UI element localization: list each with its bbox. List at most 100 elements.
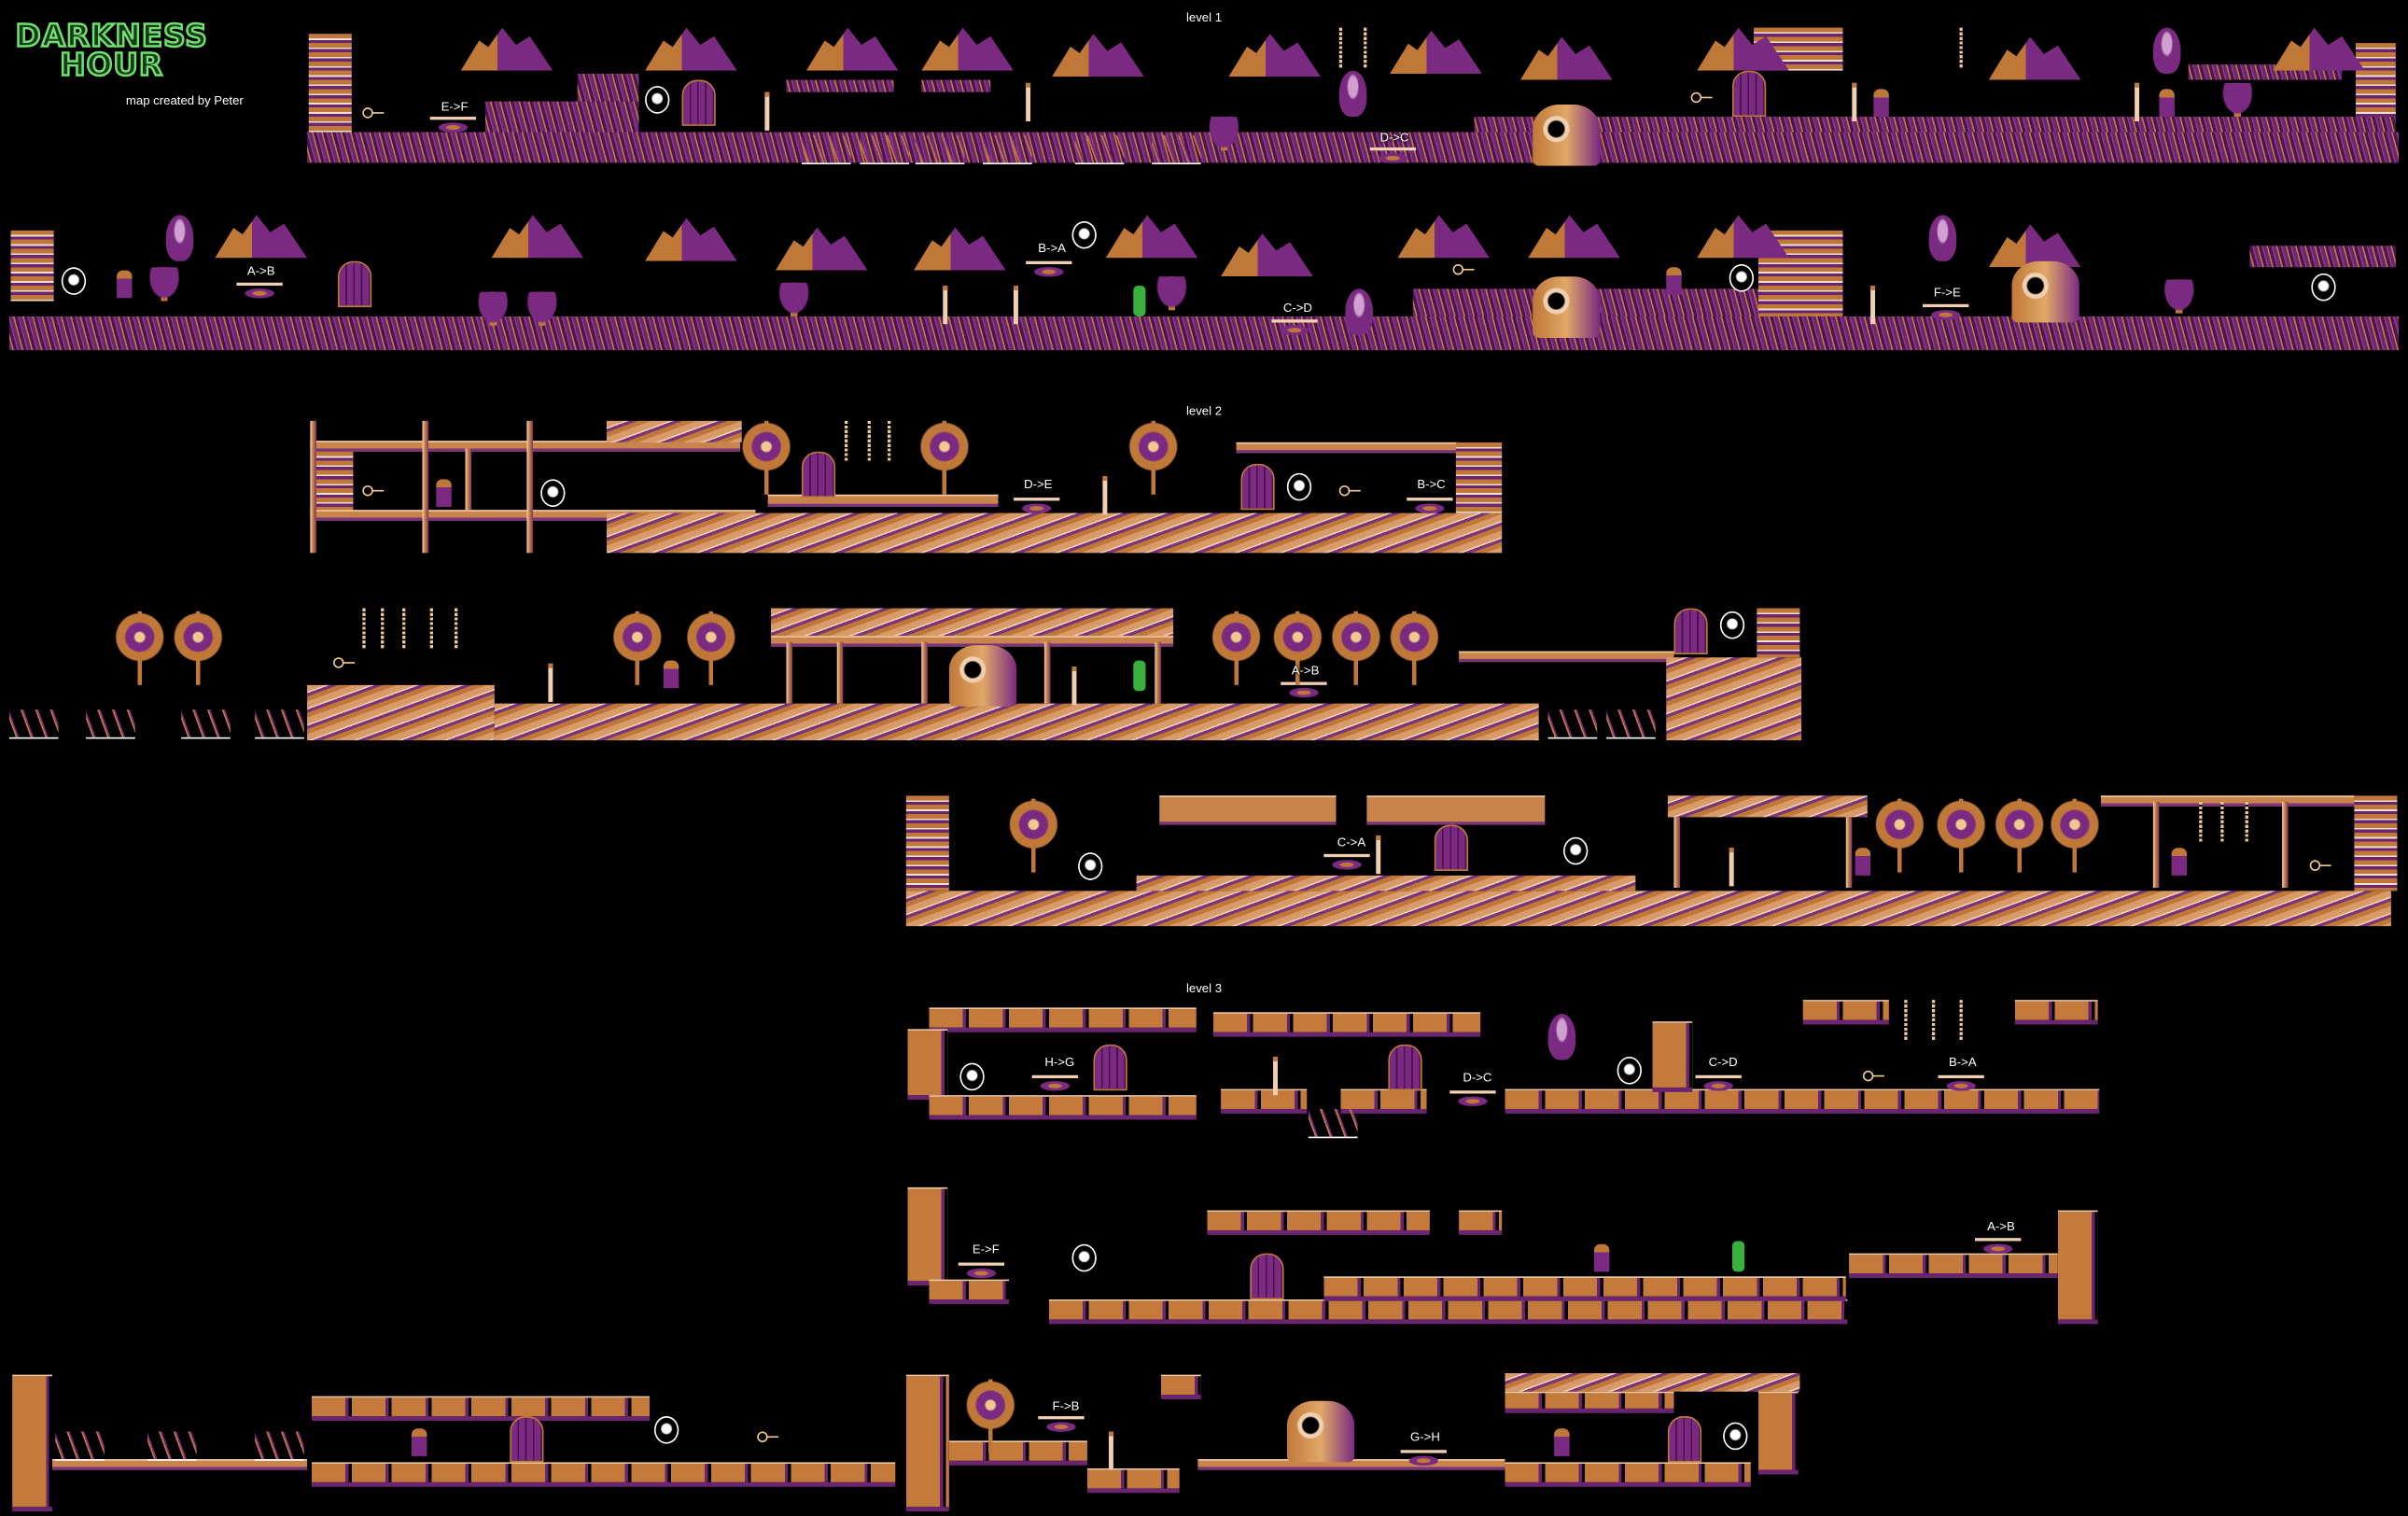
l3-block-row bbox=[1505, 1391, 1674, 1413]
teleport-label: D->E bbox=[1024, 477, 1053, 492]
stone-face-icon bbox=[2011, 260, 2079, 323]
hero-icon bbox=[1593, 1243, 1610, 1272]
mushroom-icon bbox=[777, 282, 811, 316]
chain-icon bbox=[1959, 27, 1963, 68]
teleport-icon bbox=[1695, 1074, 1742, 1094]
chain-icon bbox=[844, 420, 848, 461]
door-icon bbox=[681, 79, 716, 126]
l1-stone-stack bbox=[308, 34, 352, 133]
l1-ledge bbox=[1474, 117, 2396, 133]
thorn-bush-icon bbox=[55, 1431, 105, 1461]
skull-icon bbox=[1345, 288, 1373, 335]
l3-block-row bbox=[1086, 1468, 1180, 1494]
teleport-label: B->C bbox=[1417, 477, 1446, 492]
spiked-tree-icon bbox=[1271, 611, 1324, 685]
teleport-label: A->B bbox=[1987, 1219, 2015, 1234]
l2-post bbox=[1155, 641, 1161, 704]
teleport-label: E->F bbox=[972, 1242, 1000, 1256]
hero-icon bbox=[663, 660, 679, 689]
l3-block-row bbox=[1459, 1210, 1503, 1235]
mountain-icon bbox=[914, 227, 1006, 271]
mountain-icon bbox=[645, 218, 737, 261]
mountain-icon bbox=[645, 27, 737, 71]
teleport-label: D->C bbox=[1379, 130, 1409, 145]
chain-icon bbox=[1931, 1000, 1936, 1040]
torch-icon bbox=[548, 663, 553, 702]
mushroom-icon bbox=[2220, 82, 2255, 118]
l3-block-row bbox=[1849, 1253, 2065, 1278]
torch-icon bbox=[1729, 848, 1734, 887]
mountain-icon bbox=[1519, 36, 1613, 80]
l1-ground-row2 bbox=[8, 316, 2400, 351]
door-icon bbox=[1667, 1416, 1702, 1463]
mountain-icon bbox=[921, 27, 1014, 71]
teleport-icon bbox=[1938, 1074, 1984, 1094]
key-icon bbox=[757, 1431, 779, 1443]
l3-block-row bbox=[1505, 1088, 2100, 1114]
chain-icon bbox=[2199, 801, 2203, 842]
game-logo: DARKNESS HOUR bbox=[14, 19, 208, 81]
l2-post bbox=[422, 420, 429, 554]
l1-platform bbox=[2249, 246, 2396, 268]
chain-icon bbox=[2245, 801, 2248, 842]
logo-line-1: DARKNESS bbox=[14, 17, 208, 54]
hero-icon bbox=[436, 479, 452, 507]
ghoul-icon bbox=[1133, 286, 1146, 316]
l3-block-column bbox=[12, 1374, 52, 1512]
l2-wall bbox=[905, 795, 949, 891]
l2-stone-floor bbox=[494, 703, 1539, 741]
mushroom-icon bbox=[1207, 117, 1241, 151]
orb-icon bbox=[1719, 611, 1745, 639]
chain-icon bbox=[1364, 27, 1367, 68]
torch-icon bbox=[1108, 1431, 1113, 1470]
l1-hill bbox=[577, 73, 639, 102]
hero-icon bbox=[1855, 848, 1871, 876]
torch-icon bbox=[1870, 286, 1876, 325]
l2-stone-floor bbox=[905, 891, 2391, 927]
key-icon bbox=[362, 107, 385, 119]
mountain-icon bbox=[1528, 215, 1620, 259]
chain-icon bbox=[867, 420, 871, 461]
l3-block-row bbox=[312, 1396, 651, 1421]
door-icon bbox=[337, 260, 372, 308]
door-icon bbox=[1093, 1044, 1127, 1091]
thorn-bush-icon bbox=[86, 709, 135, 739]
l2-stone-floor bbox=[307, 684, 495, 741]
thorn-bush-icon bbox=[1606, 709, 1656, 739]
orb-icon bbox=[1723, 1422, 1748, 1451]
thorn-bush-icon bbox=[860, 134, 910, 165]
mushroom-icon bbox=[1155, 276, 1189, 311]
teleport-icon bbox=[1038, 1416, 1085, 1435]
torch-icon bbox=[2135, 82, 2140, 121]
skull-icon bbox=[1547, 1013, 1576, 1060]
teleport-label: E->F bbox=[441, 99, 469, 114]
orb-icon bbox=[1563, 836, 1589, 865]
teleport-icon bbox=[1031, 1074, 1079, 1094]
mountain-icon bbox=[1988, 36, 2081, 80]
orb-icon bbox=[653, 1416, 679, 1444]
l3-block-row bbox=[1207, 1210, 1430, 1235]
hero-icon bbox=[2171, 848, 2188, 876]
l2-post bbox=[465, 448, 472, 511]
l2-stone-block bbox=[1666, 657, 1802, 741]
spiked-tree-icon bbox=[172, 611, 225, 685]
l3-block-row bbox=[929, 1007, 1197, 1032]
spiked-tree-icon bbox=[113, 611, 166, 685]
chain-icon bbox=[429, 608, 434, 649]
l2-stone-ceiling bbox=[606, 420, 742, 442]
door-icon bbox=[801, 451, 836, 498]
mountain-icon bbox=[2273, 27, 2365, 71]
torch-icon bbox=[1013, 286, 1018, 325]
teleport-icon bbox=[1974, 1238, 2022, 1256]
mountain-icon bbox=[491, 215, 584, 259]
ghoul-icon bbox=[1133, 660, 1146, 692]
l3-block-row bbox=[929, 1279, 1010, 1304]
teleport-label: A->B bbox=[1291, 663, 1320, 678]
spiked-tree-icon bbox=[1388, 611, 1441, 685]
teleport-icon bbox=[1013, 498, 1060, 516]
door-icon bbox=[1732, 70, 1767, 118]
mountain-icon bbox=[1228, 34, 1322, 77]
key-icon bbox=[362, 484, 385, 497]
thorn-bush-icon bbox=[1074, 134, 1125, 165]
teleport-label: C->D bbox=[1282, 301, 1312, 316]
